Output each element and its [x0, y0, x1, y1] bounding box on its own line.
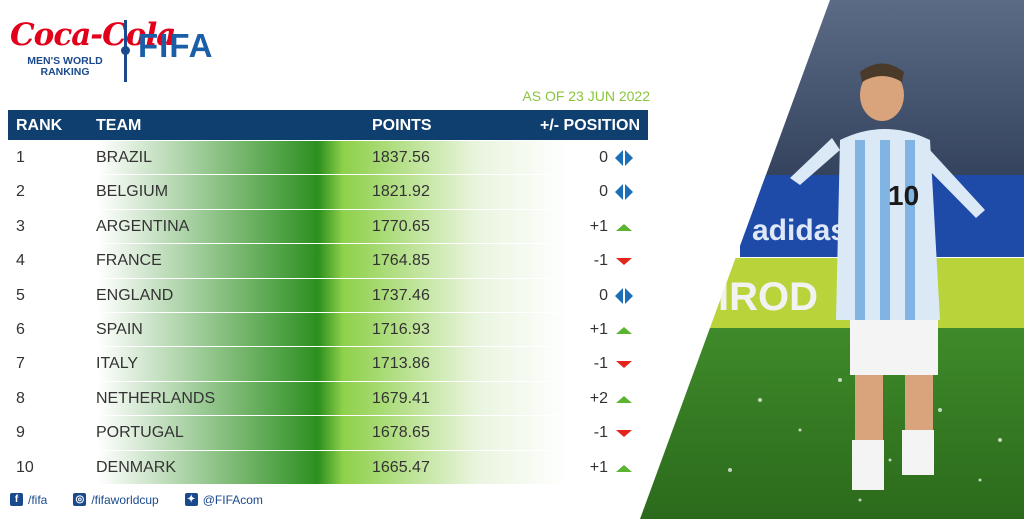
rank-cell: 3 [16, 217, 25, 235]
table-body: 1 BRAZIL 1837.56 0 2 BELGIUM 1821.92 0 3 ARGENTIN… [8, 140, 648, 484]
trend-same-icon [614, 150, 634, 166]
social-handle[interactable]: /fifaworldcup [91, 492, 159, 507]
player-figure: 10 [790, 63, 985, 490]
table-row: 1 BRAZIL 1837.56 0 [8, 140, 648, 175]
change-cell: 0 [599, 286, 608, 304]
change-cell: +1 [589, 217, 608, 235]
team-cell: BRAZIL [96, 149, 153, 166]
trend-up-icon [614, 460, 634, 476]
board-text-2: IROD [718, 275, 818, 319]
team-cell: NETHERLANDS [96, 389, 216, 407]
trend-down-icon [614, 425, 634, 441]
header-change: +/- POSITION [539, 117, 640, 134]
points-cell: 1764.85 [372, 252, 430, 270]
rank-cell: 10 [16, 458, 34, 476]
header-points: POINTS [372, 117, 432, 134]
trend-same-icon [614, 184, 634, 201]
table-row: 6 SPAIN 1716.93 +1 [8, 311, 648, 347]
points-cell: 1678.65 [372, 424, 430, 442]
twitter-icon: ✦ [184, 493, 198, 507]
team-cell: ITALY [96, 355, 139, 373]
table-row: 9 PORTUGAL 1678.65 -1 [8, 415, 648, 450]
social-links: f/fifa ◎ /fifaworldcup ✦ @FIFAcom [10, 492, 289, 507]
rank-cell: 7 [16, 355, 25, 373]
points-cell: 1837.56 [372, 149, 430, 166]
logo-separator [121, 20, 130, 82]
change-cell: -1 [593, 424, 608, 442]
logo: Coca-Cola MEN'S WORLD RANKING FIFA [8, 14, 248, 84]
table-row: 5 ENGLAND 1737.46 0 [8, 277, 648, 312]
trend-down-icon [614, 356, 634, 372]
table-row: 2 BELGIUM 1821.92 0 [8, 174, 648, 209]
trend-up-icon [614, 219, 634, 235]
change-cell: +1 [589, 458, 608, 476]
points-cell: 1821.92 [372, 183, 430, 201]
social-handle[interactable]: /fifa [28, 492, 48, 507]
table-row: 7 ITALY 1713.86 -1 [8, 346, 648, 381]
team-cell: ARGENTINA [96, 217, 190, 235]
as-of-date: AS OF 23 JUN 2022 [522, 88, 650, 104]
rank-cell: 5 [16, 286, 25, 304]
table-header: RANK TEAM POINTS +/- POSITION [8, 110, 648, 140]
points-cell: 1679.41 [372, 389, 430, 407]
table-row: 3 ARGENTINA 1770.65 +1 [8, 208, 648, 244]
trend-up-icon [614, 391, 634, 407]
points-cell: 1770.65 [372, 217, 430, 235]
rank-cell: 1 [16, 149, 25, 166]
header-rank: RANK [16, 117, 63, 134]
change-cell: -1 [593, 355, 608, 373]
change-cell: 0 [599, 149, 608, 166]
points-cell: 1716.93 [372, 320, 430, 338]
subtitle-line-2: RANKING [40, 66, 90, 78]
board-text-1: adidas [752, 214, 847, 247]
team-cell: BELGIUM [96, 183, 169, 201]
change-cell: -1 [593, 252, 608, 270]
points-cell: 1713.86 [372, 355, 430, 373]
ranking-table: RANK TEAM POINTS +/- POSITION 1 BRAZIL 183… [8, 110, 648, 484]
table-row: 4 FRANCE 1764.85 -1 [8, 243, 648, 278]
ranking-subtitle: MEN'S WORLD RANKING [20, 56, 110, 78]
trend-down-icon [614, 253, 634, 269]
coca-cola-logo: Coca-Cola [10, 17, 176, 53]
table-row: 10 DENMARK 1665.47 +1 [8, 449, 648, 484]
team-cell: ENGLAND [96, 286, 174, 304]
instagram-icon: ◎ [73, 493, 87, 507]
social-handle[interactable]: @FIFAcom [202, 492, 263, 507]
trend-same-icon [614, 287, 634, 304]
points-cell: 1737.46 [372, 286, 430, 304]
trend-up-icon [614, 322, 634, 338]
points-cell: 1665.47 [372, 458, 430, 476]
header-team: TEAM [96, 117, 142, 134]
table-row: 8 NETHERLANDS 1679.41 +2 [8, 380, 648, 416]
rank-cell: 2 [16, 183, 25, 201]
facebook-icon: f [10, 493, 23, 507]
jersey-number: 10 [888, 180, 919, 211]
rank-cell: 6 [16, 320, 25, 338]
change-cell: +1 [589, 320, 608, 338]
change-cell: +2 [589, 389, 608, 407]
rank-cell: 8 [16, 389, 25, 407]
team-cell: PORTUGAL [96, 424, 184, 442]
fifa-logo: FIFA [138, 27, 214, 64]
rank-cell: 4 [16, 252, 25, 270]
team-cell: SPAIN [96, 320, 143, 338]
subtitle-line-1: MEN'S WORLD [27, 55, 103, 67]
change-cell: 0 [599, 183, 608, 201]
rank-cell: 9 [16, 424, 25, 442]
team-cell: FRANCE [96, 252, 162, 270]
player-photo: adidas IROD 10 [640, 0, 1024, 519]
team-cell: DENMARK [96, 458, 177, 476]
